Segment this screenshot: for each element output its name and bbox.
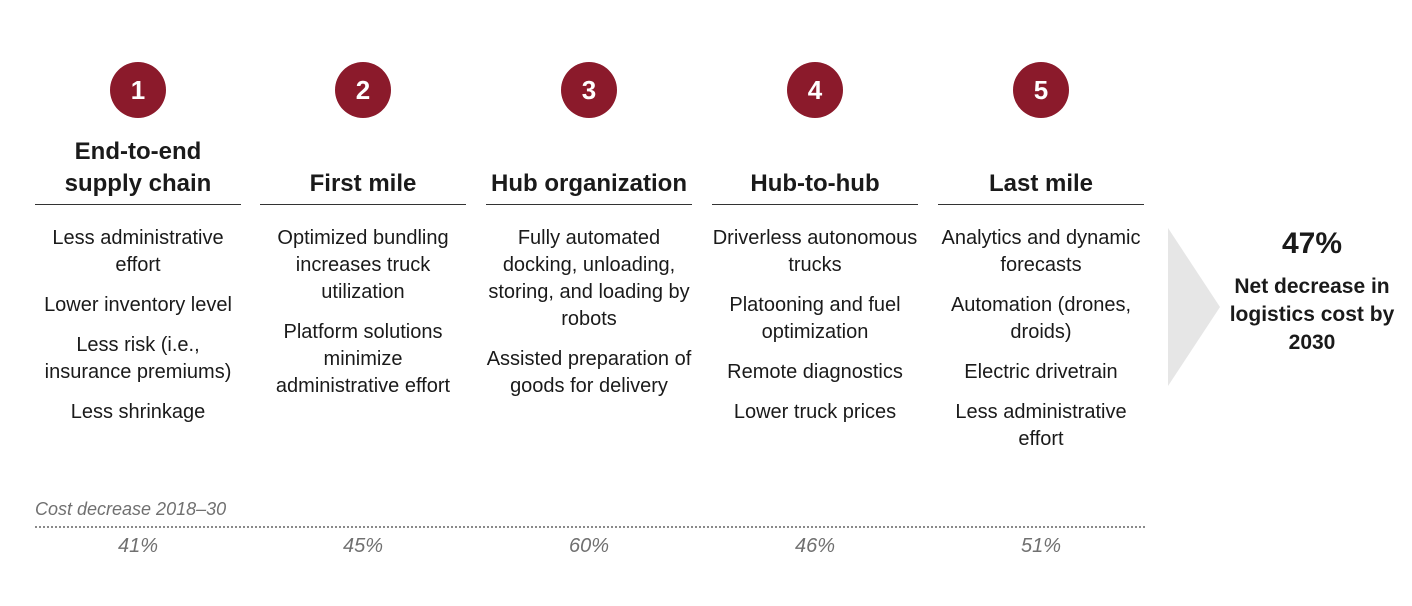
benefit-item: Lower inventory level	[44, 294, 232, 316]
step-last-mile: 5 Last mile Analytics and dynamic foreca…	[938, 62, 1144, 466]
benefit-item: Driverless autonomous trucks	[712, 227, 918, 276]
step-number-badge: 2	[335, 62, 391, 118]
step-hub-organization: 3 Hub organization Fully automated docki…	[486, 62, 692, 413]
step-benefits-list: Optimized bundling increases truck utili…	[260, 225, 466, 400]
benefit-item: Electric drivetrain	[964, 361, 1118, 383]
dotted-divider	[35, 526, 1145, 528]
step-benefits-list: Analytics and dynamic forecasts Automati…	[938, 225, 1144, 453]
cost-decrease-value: 51%	[1020, 535, 1062, 557]
step-title: End-to-end supply chain	[35, 132, 241, 205]
benefit-item: Assisted preparation of goods for delive…	[486, 348, 692, 397]
step-title: Hub-to-hub	[712, 132, 918, 205]
benefit-item: Less administrative effort	[955, 401, 1127, 450]
benefit-item: Automation (drones, droids)	[950, 294, 1132, 343]
chevron-arrow-icon	[1168, 228, 1220, 386]
cost-decrease-value: 60%	[568, 535, 610, 557]
benefit-item: Less risk (i.e., insurance premiums)	[44, 334, 232, 383]
benefit-item: Remote diagnostics	[727, 361, 903, 383]
cost-decrease-value: 46%	[794, 535, 836, 557]
step-title: Last mile	[938, 132, 1144, 205]
step-benefits-list: Less administrative effort Lower invento…	[35, 225, 241, 426]
cost-decrease-value: 41%	[117, 535, 159, 557]
benefit-item: Fully automated docking, unloading, stor…	[488, 227, 690, 330]
benefit-item: Less shrinkage	[70, 401, 206, 423]
step-number-badge: 5	[1013, 62, 1069, 118]
benefit-item: Less administrative effort	[52, 227, 224, 276]
step-number-badge: 3	[561, 62, 617, 118]
net-decrease-summary: 47% Net decrease in logistics cost by 20…	[1226, 225, 1398, 357]
benefit-item: Platooning and fuel optimization	[729, 294, 901, 343]
step-number-badge: 4	[787, 62, 843, 118]
step-first-mile: 2 First mile Optimized bundling increase…	[260, 62, 466, 413]
step-benefits-list: Driverless autonomous trucks Platooning …	[712, 225, 918, 426]
net-decrease-label: Net decrease in logistics cost by 2030	[1229, 275, 1395, 354]
step-end-to-end-supply-chain: 1 End-to-end supply chain Less administr…	[35, 62, 241, 439]
benefit-item: Optimized bundling increases truck utili…	[277, 227, 449, 303]
cost-decrease-label: Cost decrease 2018–30	[35, 499, 227, 519]
step-hub-to-hub: 4 Hub-to-hub Driverless autonomous truck…	[712, 62, 918, 439]
net-decrease-value: 47%	[1281, 227, 1343, 260]
step-title: First mile	[260, 132, 466, 205]
cost-decrease-value: 45%	[342, 535, 384, 557]
step-benefits-list: Fully automated docking, unloading, stor…	[486, 225, 692, 400]
benefit-item: Platform solutions minimize administrati…	[275, 321, 451, 397]
step-title: Hub organization	[486, 132, 692, 205]
step-number-badge: 1	[110, 62, 166, 118]
benefit-item: Lower truck prices	[733, 401, 897, 423]
benefit-item: Analytics and dynamic forecasts	[941, 227, 1141, 276]
